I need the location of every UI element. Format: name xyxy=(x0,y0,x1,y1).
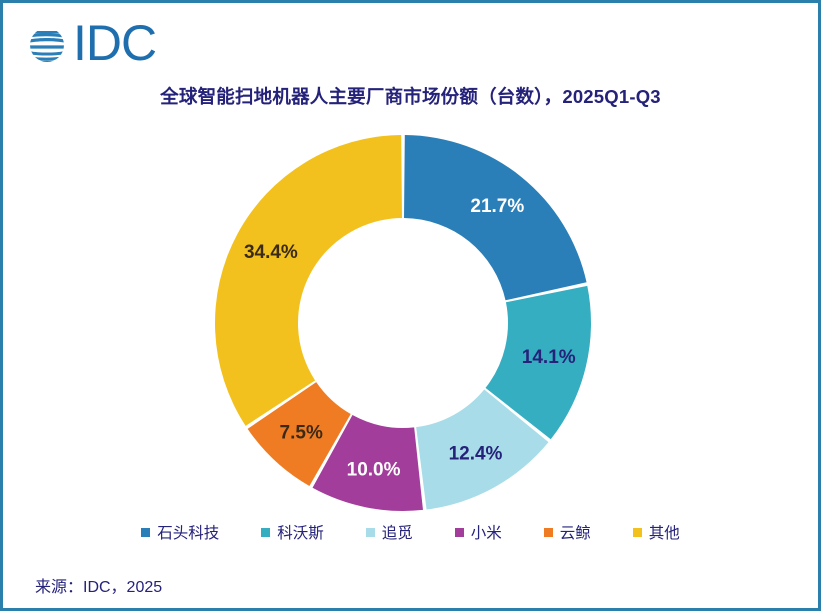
legend-swatch-icon xyxy=(261,527,271,537)
donut-chart-svg: 21.7% 14.1% 12.4% 10.0% 7.5% 34.4% xyxy=(214,135,591,511)
slice-value-label: 12.4% xyxy=(449,444,503,465)
chart-title: 全球智能扫地机器人主要厂商市场份额（台数），2025Q1-Q3 xyxy=(160,86,661,107)
donut-slice xyxy=(416,389,549,510)
legend-item[interactable]: 石头科技 xyxy=(141,521,219,543)
legend-swatch-icon xyxy=(454,527,464,537)
chart-legend: 石头科技 科沃斯 追觅 小米 云鲸 其他 xyxy=(3,521,818,543)
donut-slice-labels: 21.7% 14.1% 12.4% 10.0% 7.5% 34.4% xyxy=(244,196,576,480)
legend-item-label: 小米 xyxy=(470,525,502,542)
legend-swatch-icon xyxy=(632,527,642,537)
donut-slice xyxy=(485,285,591,440)
source-note: 来源：IDC，2025 xyxy=(35,579,163,596)
slice-value-label: 10.0% xyxy=(347,459,401,480)
idc-logo-text: IDC xyxy=(73,15,157,71)
legend-item-label: 石头科技 xyxy=(157,525,220,542)
legend-item-label: 其他 xyxy=(648,525,680,542)
slice-value-label: 14.1% xyxy=(522,347,576,368)
legend-item[interactable]: 追觅 xyxy=(365,521,413,543)
legend-item-label: 科沃斯 xyxy=(277,525,324,542)
donut-slice xyxy=(312,415,423,511)
legend-swatch-icon xyxy=(365,527,375,537)
donut-slices xyxy=(214,135,591,511)
legend-item[interactable]: 科沃斯 xyxy=(261,521,324,543)
legend-item-label: 云鲸 xyxy=(559,525,591,542)
legend-swatch-icon xyxy=(543,527,553,537)
legend-item[interactable]: 小米 xyxy=(454,521,502,543)
slice-value-label: 34.4% xyxy=(244,242,298,263)
donut-chart: 21.7% 14.1% 12.4% 10.0% 7.5% 34.4% xyxy=(208,128,598,518)
donut-slice xyxy=(404,135,587,301)
slice-value-label: 7.5% xyxy=(280,422,323,443)
donut-slice xyxy=(247,382,351,487)
idc-globe-icon xyxy=(30,31,64,62)
legend-item[interactable]: 其他 xyxy=(632,521,680,543)
idc-logo: IDC xyxy=(25,15,157,71)
slice-value-label: 21.7% xyxy=(470,196,524,217)
donut-slice xyxy=(214,135,402,426)
legend-item-label: 追觅 xyxy=(381,525,413,542)
legend-item[interactable]: 云鲸 xyxy=(543,521,591,543)
legend-swatch-icon xyxy=(141,527,151,537)
